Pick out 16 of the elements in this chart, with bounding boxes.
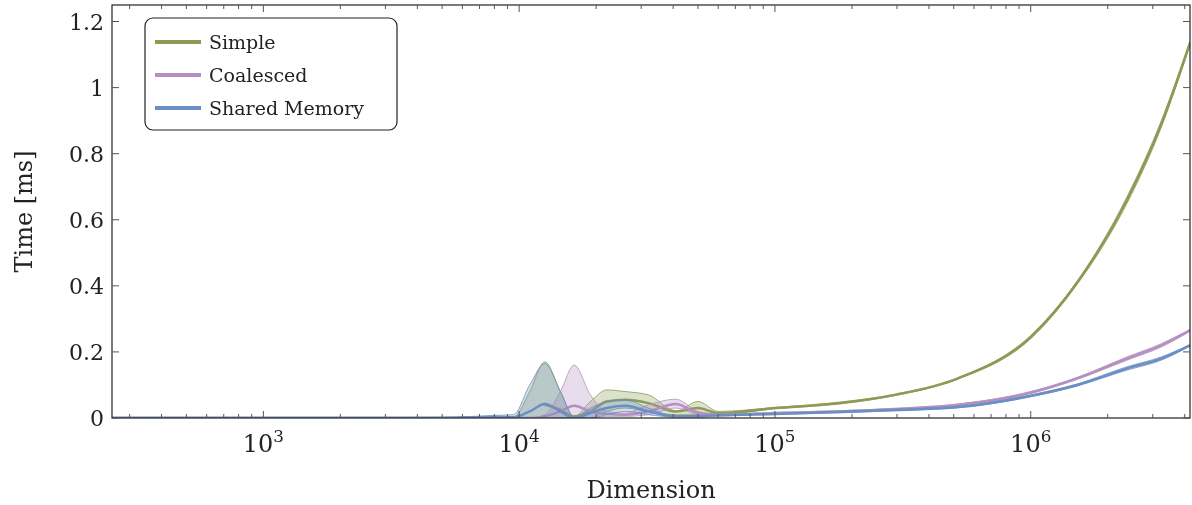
y-tick-label: 0.6 [69,207,104,233]
x-tick-label: 10$^{6}$ [1010,426,1052,458]
y-tick-label: 0.4 [69,273,104,299]
y-tick-label: 1.2 [69,9,104,35]
x-axis-title: Dimension [586,476,716,504]
x-tick-label: 10$^{3}$ [242,426,284,458]
y-tick-label: 1 [90,75,104,101]
x-tick-label: 10$^{5}$ [754,426,796,458]
y-tick-label: 0.2 [69,339,104,365]
legend-label: Shared Memory [209,97,365,119]
y-axis-title: Time [ms] [10,150,38,273]
legend-label: Simple [209,31,276,53]
x-tick-label: 10$^{4}$ [498,426,540,458]
legend-label: Coalesced [209,64,308,86]
y-tick-label: 0 [90,406,104,431]
y-tick-label: 0.8 [69,141,104,167]
